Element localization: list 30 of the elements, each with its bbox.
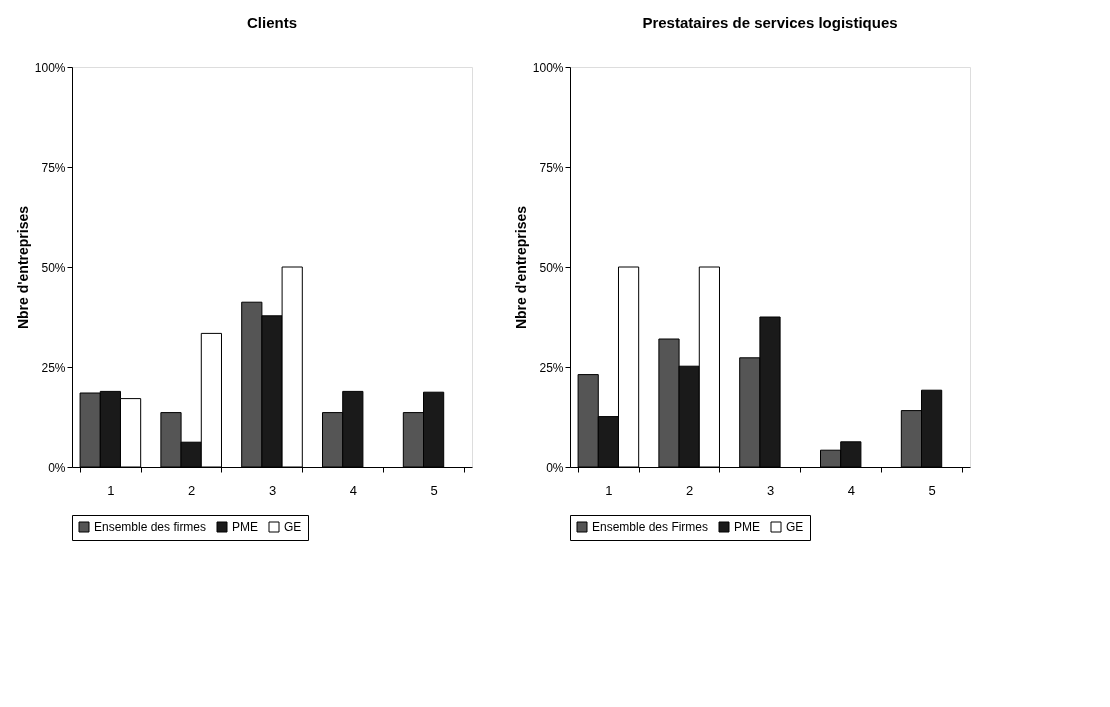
y-axis-title: Nbre d'entreprises bbox=[14, 205, 31, 330]
x-tick-label: 5 bbox=[430, 482, 438, 498]
x-tick-label: 2 bbox=[686, 482, 694, 498]
x-tick-label: 5 bbox=[928, 482, 936, 498]
legend-label: GE bbox=[284, 520, 302, 534]
y-tick-label: 100% bbox=[532, 60, 564, 75]
y-tick-label: 0% bbox=[48, 460, 66, 475]
y-tick-label: 25% bbox=[41, 360, 66, 375]
chart-title: Clients bbox=[246, 14, 298, 31]
legend-label: GE bbox=[786, 520, 804, 534]
x-tick-label: 4 bbox=[349, 482, 357, 498]
chart-title: Prestataires de services logistiques bbox=[642, 14, 898, 31]
y-tick-label: 25% bbox=[539, 360, 564, 375]
x-tick-label: 3 bbox=[268, 482, 277, 498]
y-tick-label: 100% bbox=[34, 60, 66, 75]
legend-label: PME bbox=[734, 520, 761, 534]
x-tick-label: 2 bbox=[188, 482, 196, 498]
y-tick-label: 75% bbox=[539, 160, 564, 175]
y-tick-label: 0% bbox=[546, 460, 564, 475]
y-tick-label: 50% bbox=[539, 260, 564, 275]
x-tick-label: 1 bbox=[605, 482, 613, 498]
y-tick-label: 75% bbox=[41, 160, 66, 175]
x-tick-label: 3 bbox=[766, 482, 775, 498]
legend-label: PME bbox=[232, 520, 259, 534]
x-tick-label: 1 bbox=[107, 482, 115, 498]
y-tick-label: 50% bbox=[41, 260, 66, 275]
x-tick-label: 4 bbox=[847, 482, 855, 498]
legend-label: Ensemble des firmes bbox=[94, 520, 207, 534]
y-axis-title: Nbre d'entreprises bbox=[512, 205, 529, 330]
legend-label: Ensemble des Firmes bbox=[592, 520, 709, 534]
